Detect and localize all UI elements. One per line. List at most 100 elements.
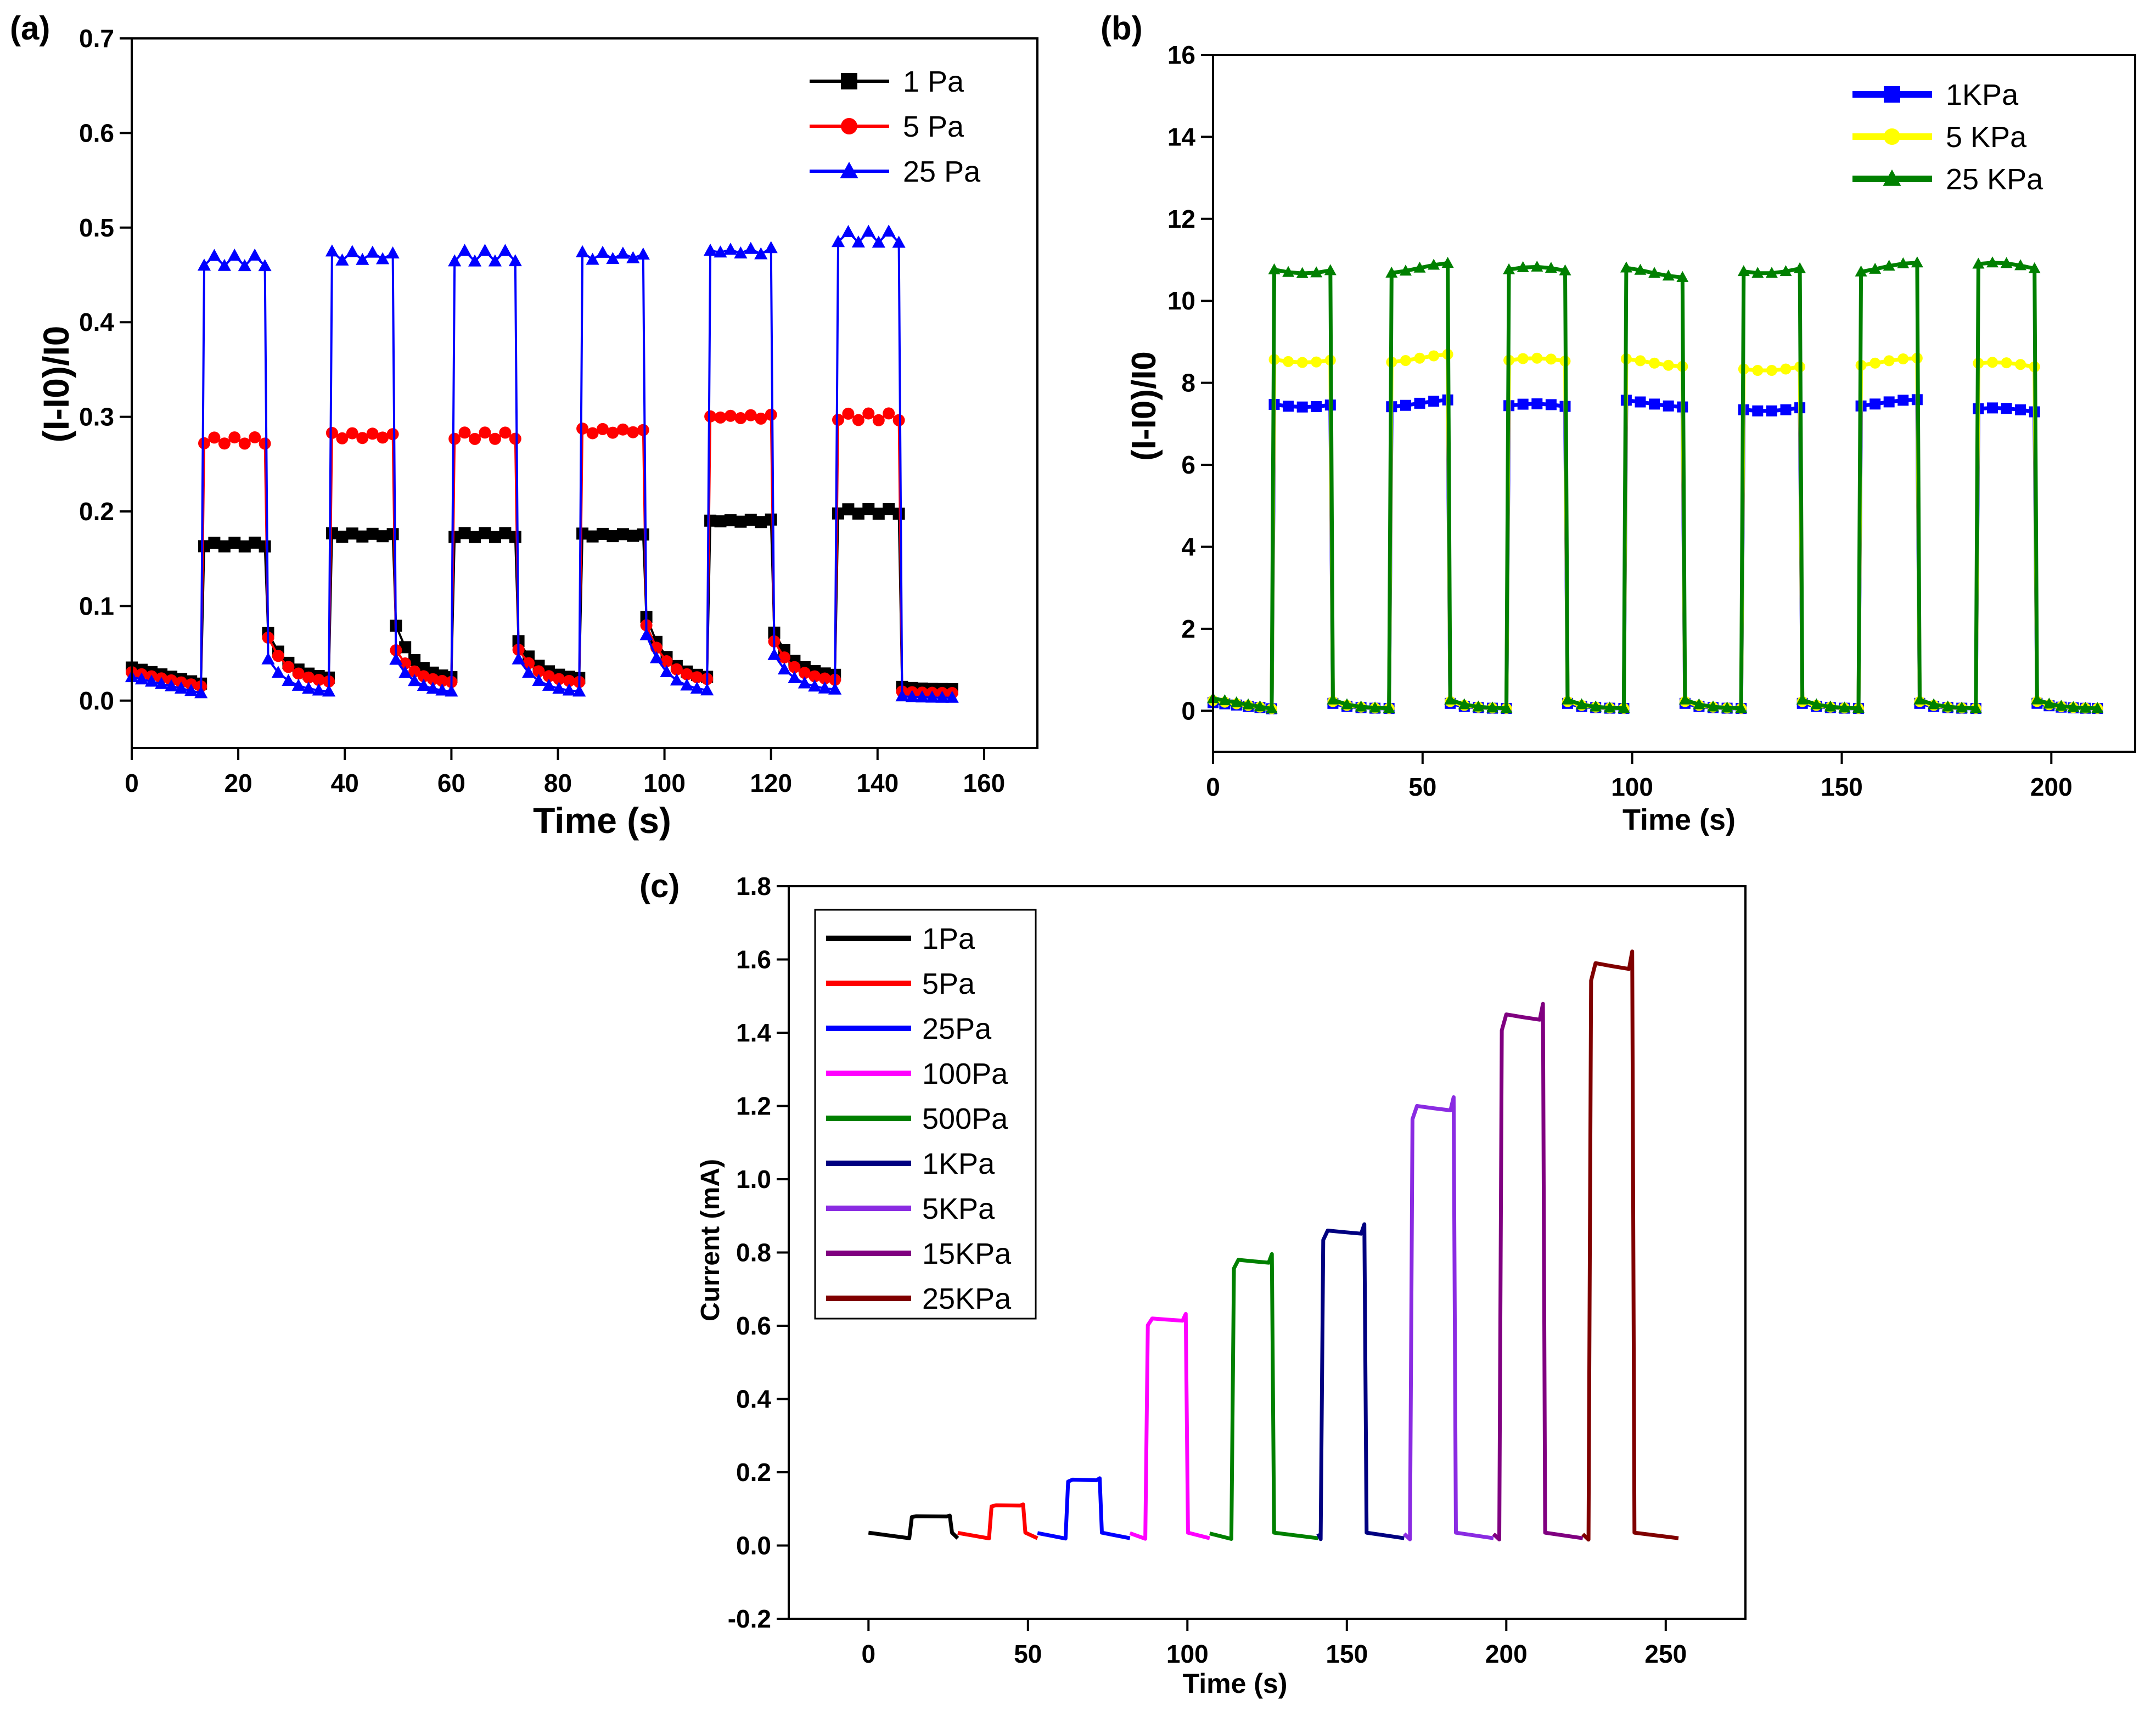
data-point-marker — [1254, 700, 1266, 712]
data-point-marker — [1282, 266, 1295, 277]
data-point-marker — [1265, 702, 1278, 714]
data-point-marker — [259, 437, 271, 450]
data-point-marker — [1735, 702, 1748, 713]
data-point-marker — [175, 682, 188, 694]
data-point-marker — [499, 426, 512, 439]
data-point-marker — [1385, 266, 1398, 278]
data-point-marker — [345, 245, 359, 257]
data-point-marker — [714, 515, 727, 528]
data-point-marker — [1414, 352, 1425, 364]
data-point-marker — [1635, 396, 1646, 408]
data-point-marker — [597, 527, 609, 540]
data-point-marker — [704, 244, 717, 256]
legend-label: 1KPa — [1946, 78, 2019, 111]
data-point-marker — [764, 241, 778, 254]
data-point-marker — [1486, 701, 1498, 713]
data-point-marker — [207, 249, 221, 261]
data-point-marker — [1972, 257, 1985, 269]
series-line-1kpa — [1316, 1222, 1405, 1541]
data-point-marker — [346, 427, 358, 440]
data-point-marker — [1355, 700, 1367, 712]
x-tick-label: 140 — [856, 769, 899, 797]
data-point-marker — [842, 407, 855, 420]
data-point-marker — [1413, 261, 1426, 273]
data-point-marker — [259, 540, 271, 553]
data-point-marker — [1765, 267, 1778, 278]
data-point-marker — [765, 513, 777, 526]
y-tick-label: 2 — [1181, 615, 1195, 643]
data-point-marker — [377, 530, 389, 543]
data-point-marker — [1780, 404, 1792, 415]
data-point-marker — [905, 690, 919, 702]
data-point-marker — [690, 682, 704, 694]
data-point-marker — [552, 682, 566, 694]
panel-c-label: (c) — [639, 868, 680, 904]
data-point-marker — [302, 671, 315, 684]
legend-box — [814, 909, 1037, 1320]
series-25-kpa — [1207, 256, 2104, 714]
data-point-marker — [892, 235, 906, 248]
data-point-marker — [208, 431, 221, 444]
data-point-marker — [478, 244, 492, 256]
series-line-5pa — [957, 1502, 1038, 1540]
data-point-marker — [1751, 267, 1764, 278]
data-point-marker — [228, 249, 242, 261]
panel-a-y-axis-title: (I-I0)/I0 — [36, 326, 76, 443]
data-point-marker — [1987, 402, 1998, 414]
data-point-marker — [639, 628, 653, 640]
x-tick-label: 20 — [224, 769, 252, 797]
data-point-marker — [1794, 262, 1806, 273]
y-tick-label: 1.2 — [736, 1092, 771, 1121]
data-point-marker — [832, 414, 844, 426]
data-point-marker — [386, 528, 399, 541]
y-tick-label: 12 — [1167, 205, 1195, 233]
data-point-marker — [1678, 693, 1691, 705]
data-point-marker — [2014, 259, 2027, 271]
data-point-marker — [399, 657, 412, 669]
data-point-marker — [1634, 263, 1647, 275]
data-point-marker — [808, 679, 822, 692]
data-point-marker — [606, 252, 620, 264]
data-point-marker — [1531, 352, 1543, 364]
data-point-marker — [448, 432, 461, 445]
data-point-marker — [1399, 264, 1412, 276]
x-tick-label: 150 — [1821, 773, 1863, 801]
data-point-marker — [291, 678, 305, 691]
data-point-marker — [1883, 355, 1895, 367]
data-point-marker — [1897, 395, 1909, 406]
data-point-marker — [134, 672, 149, 685]
data-point-marker — [468, 254, 482, 267]
data-point-marker — [1324, 264, 1337, 275]
data-point-marker — [2067, 701, 2080, 712]
data-point-marker — [1766, 365, 1777, 376]
data-point-marker — [724, 409, 737, 422]
data-point-marker — [2091, 702, 2104, 713]
data-point-marker — [228, 431, 241, 444]
series-line-100pa — [1129, 1311, 1210, 1541]
data-point-marker — [2015, 359, 2026, 370]
data-point-marker — [734, 515, 747, 528]
data-point-marker — [690, 671, 703, 684]
data-point-marker — [1603, 701, 1616, 713]
data-point-marker — [818, 672, 831, 685]
y-tick-label: 0.2 — [79, 497, 114, 526]
data-point-marker — [2015, 404, 2026, 415]
data-point-marker — [1517, 398, 1529, 410]
data-point-marker — [842, 503, 855, 516]
data-point-marker — [426, 673, 439, 685]
legend-label: 5 KPa — [1946, 121, 2027, 154]
data-point-marker — [469, 531, 481, 543]
data-point-marker — [435, 683, 449, 696]
data-point-marker — [1869, 357, 1881, 369]
data-point-marker — [1987, 357, 1998, 368]
data-point-marker — [458, 527, 471, 539]
x-tick-label: 160 — [963, 769, 1006, 797]
data-point-marker — [2001, 357, 2012, 369]
data-point-marker — [238, 259, 251, 272]
data-point-marker — [1635, 355, 1646, 367]
data-point-marker — [408, 674, 422, 686]
series-25-pa — [125, 224, 959, 703]
data-point-marker — [509, 531, 521, 543]
data-point-marker — [714, 245, 727, 258]
y-tick-label: 16 — [1167, 41, 1195, 69]
